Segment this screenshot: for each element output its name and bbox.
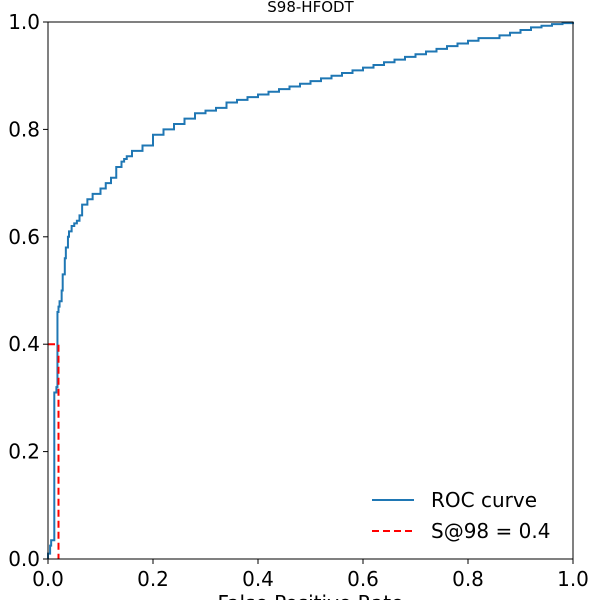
y-tick-label: 0.6: [8, 225, 40, 249]
plot-frame: [47, 21, 574, 560]
x-tick-label: 0.0: [32, 567, 64, 591]
series-line-1: [48, 343, 60, 559]
series-line-0: [47, 22, 574, 559]
y-tick-label: 0.4: [8, 332, 40, 356]
y-tick-label: 0.0: [8, 547, 40, 571]
x-tick-label: 0.8: [452, 567, 484, 591]
series-layer: [47, 22, 574, 559]
y-tick-label: 0.2: [8, 440, 40, 464]
legend-label: ROC curve: [431, 488, 537, 512]
x-axis-label: False Positive Rate: [218, 591, 404, 600]
legend: ROC curve S@98 = 0.4: [372, 488, 550, 543]
legend-label: S@98 = 0.4: [431, 519, 550, 543]
x-tick-label: 0.6: [347, 567, 379, 591]
x-tick-label: 1.0: [557, 567, 589, 591]
chart-title: S98-HFODT: [267, 0, 354, 16]
y-tick-label: 0.8: [8, 117, 40, 141]
x-tick-label: 0.2: [137, 567, 169, 591]
x-tick-label: 0.4: [242, 567, 274, 591]
x-axis: 0.0 0.2 0.4 0.6 0.8 1.0: [32, 559, 589, 591]
y-axis: 0.0 0.2 0.4 0.6 0.8 1.0: [8, 10, 48, 571]
y-tick-label: 1.0: [8, 10, 40, 34]
